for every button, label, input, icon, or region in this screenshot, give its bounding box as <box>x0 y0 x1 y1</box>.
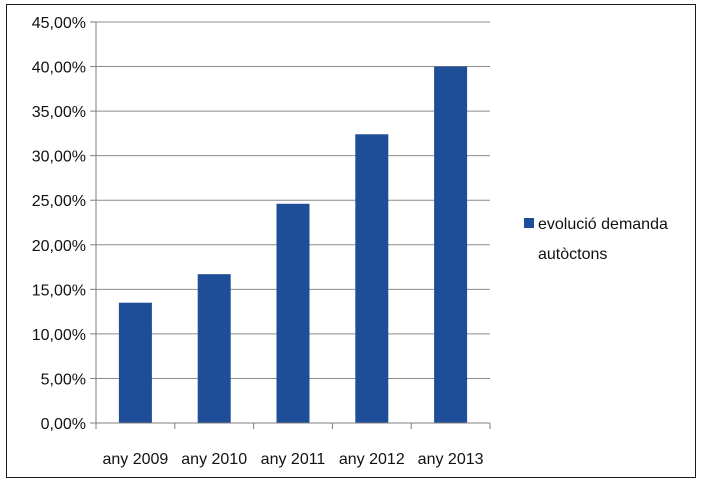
bar <box>197 274 231 423</box>
axes <box>95 22 491 429</box>
y-tick-label: 15,00% <box>32 282 86 299</box>
bars <box>118 66 468 424</box>
gridlines <box>90 21 490 424</box>
y-tick-label: 45,00% <box>32 15 86 32</box>
y-tick-label: 10,00% <box>32 327 86 344</box>
legend-swatch <box>524 218 534 228</box>
legend: evolució demanda autòctons <box>524 216 668 263</box>
x-tick-label: any 2012 <box>339 451 405 468</box>
y-tick-label: 25,00% <box>32 193 86 210</box>
x-tick-label: any 2010 <box>181 451 247 468</box>
y-tick-label: 40,00% <box>32 60 86 77</box>
bar <box>118 302 152 423</box>
legend-label-line-1: evolució demanda <box>538 216 668 233</box>
y-tick-label: 20,00% <box>32 238 86 255</box>
y-tick-label: 35,00% <box>32 104 86 121</box>
x-tick-label: any 2013 <box>418 451 484 468</box>
bar <box>434 66 468 424</box>
bar <box>355 134 389 423</box>
x-tick-labels: any 2009 any 2010 any 2011 any 2012 any 2013 <box>102 451 483 468</box>
legend-label-line-2: autòctons <box>538 246 607 263</box>
y-tick-labels: 0,00% 5,00% 10,00% 15,00% 20,00% 25,00% 30,00%… <box>32 15 86 433</box>
y-tick-label: 5,00% <box>41 371 86 388</box>
y-tick-label: 30,00% <box>32 149 86 166</box>
bar <box>276 203 310 423</box>
x-tick-label: any 2009 <box>102 451 168 468</box>
y-tick-label: 0,00% <box>41 416 86 433</box>
x-tick-label: any 2011 <box>261 451 326 468</box>
